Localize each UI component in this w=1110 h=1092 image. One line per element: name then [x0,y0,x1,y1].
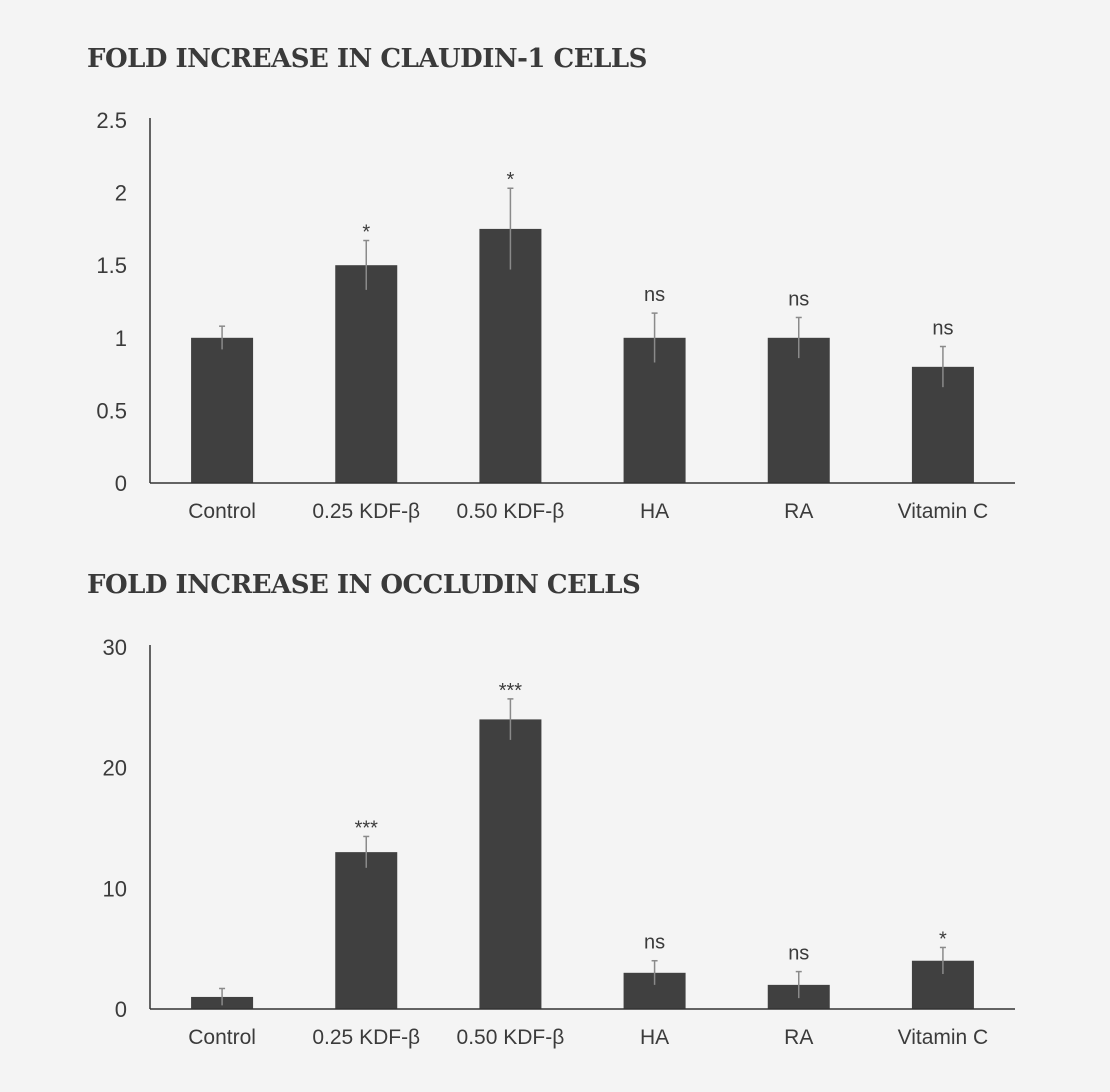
bar [767,337,830,483]
significance-label: * [939,928,947,950]
significance-label: *** [355,817,379,839]
significance-label: ns [788,943,809,965]
significance-label: ns [932,318,953,340]
y-tick-label: 20 [103,756,127,781]
significance-label: ns [644,284,665,306]
y-tick-label: 1 [115,326,127,351]
y-tick-label: 1.5 [96,253,127,278]
claudin-bar-chart: 0 0.5 1 1.5 2 2.5 Control * 0.25 KDF-β * 0.50 KDF-… [96,108,1015,523]
category-label: RA [784,500,813,523]
bar [479,228,542,483]
chart-title: FOLD INCREASE IN OCCLUDIN CELLS [87,570,641,600]
significance-label: ns [644,932,665,954]
y-tick-label: 30 [103,635,127,660]
category-label: Control [188,500,256,523]
bar [335,265,398,483]
y-tick-label: 0.5 [96,398,127,423]
category-label: 0.25 KDF-β [312,500,420,523]
bar [191,337,254,483]
category-label: 0.50 KDF-β [457,1026,565,1049]
category-label: Vitamin C [898,1026,989,1049]
y-tick-label: 0 [115,997,127,1022]
category-label: Vitamin C [898,500,989,523]
y-tick-label: 0 [115,471,127,496]
bar [479,719,542,1009]
category-label: 0.50 KDF-β [457,500,565,523]
significance-label: ns [788,288,809,310]
y-tick-label: 2 [115,181,127,206]
category-label: RA [784,1026,813,1049]
significance-label: * [507,169,515,191]
category-label: HA [640,1026,669,1049]
bar [335,852,398,1009]
y-tick-label: 2.5 [96,108,127,133]
chart-title: FOLD INCREASE IN CLAUDIN-1 CELLS [87,44,647,74]
category-label: 0.25 KDF-β [312,1026,420,1049]
category-label: HA [640,500,669,523]
category-label: Control [188,1026,256,1049]
y-tick-label: 10 [103,876,127,901]
significance-label: * [362,222,370,244]
significance-label: *** [499,680,523,702]
